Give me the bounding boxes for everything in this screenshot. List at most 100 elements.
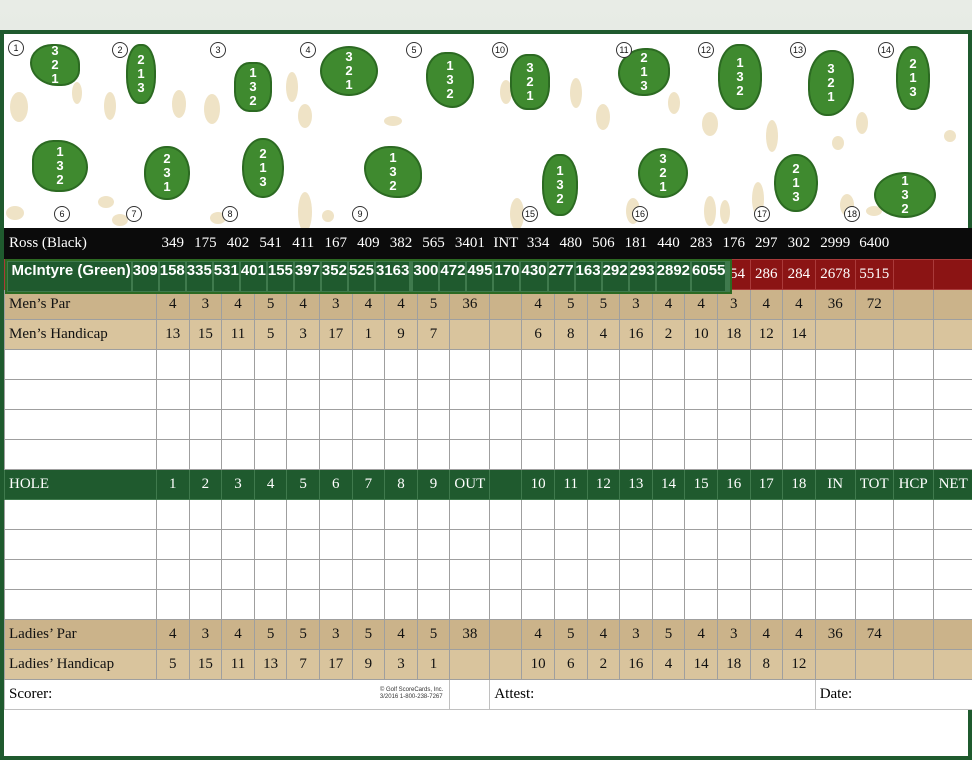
score-entry-cell[interactable]: [351, 589, 386, 620]
score-entry-cell[interactable]: [782, 499, 816, 530]
score-entry-cell[interactable]: [318, 499, 353, 530]
score-entry-cell[interactable]: [586, 349, 621, 380]
score-entry-cell[interactable]: [684, 499, 718, 530]
score-entry-cell[interactable]: [651, 529, 686, 560]
score-entry-cell[interactable]: [489, 379, 523, 410]
score-entry-cell[interactable]: [586, 589, 621, 620]
score-entry-cell[interactable]: [384, 349, 418, 380]
score-entry-cell[interactable]: [4, 499, 157, 530]
score-entry-cell[interactable]: [521, 349, 555, 380]
score-entry-cell[interactable]: [416, 439, 451, 470]
score-entry-cell[interactable]: [449, 529, 491, 560]
score-entry-cell[interactable]: [782, 559, 816, 590]
score-entry-cell[interactable]: [4, 589, 157, 620]
score-entry-cell[interactable]: [188, 409, 223, 440]
score-entry-cell[interactable]: [351, 529, 386, 560]
score-entry-cell[interactable]: [221, 409, 255, 440]
score-entry-cell[interactable]: [782, 349, 816, 380]
score-entry-cell[interactable]: [384, 559, 418, 590]
score-entry-row[interactable]: [4, 379, 972, 410]
score-entry-cell[interactable]: [318, 349, 353, 380]
score-entry-cell[interactable]: [586, 439, 621, 470]
score-entry-cell[interactable]: [489, 409, 523, 440]
scorer-field[interactable]: Scorer: © Golf ScoreCards, Inc. 3/2016 1-8…: [3, 679, 451, 710]
score-entry-cell[interactable]: [553, 589, 588, 620]
score-entry-cell[interactable]: [188, 499, 223, 530]
score-entry-cell[interactable]: [586, 499, 621, 530]
score-entry-cell[interactable]: [749, 349, 784, 380]
score-entry-cell[interactable]: [619, 499, 653, 530]
score-entry-cell[interactable]: [749, 589, 784, 620]
score-entry-cell[interactable]: [449, 409, 491, 440]
score-entry-cell[interactable]: [932, 439, 972, 470]
score-entry-cell[interactable]: [814, 409, 856, 440]
score-entry-cell[interactable]: [684, 409, 718, 440]
score-entry-cell[interactable]: [716, 379, 751, 410]
score-entry-cell[interactable]: [253, 379, 288, 410]
score-entry-cell[interactable]: [188, 349, 223, 380]
score-entry-cell[interactable]: [932, 499, 972, 530]
score-entry-cell[interactable]: [286, 349, 320, 380]
score-entry-cell[interactable]: [932, 529, 972, 560]
score-entry-cell[interactable]: [351, 499, 386, 530]
score-entry-cell[interactable]: [619, 559, 653, 590]
score-entry-cell[interactable]: [253, 589, 288, 620]
score-entry-cell[interactable]: [892, 409, 934, 440]
score-entry-cell[interactable]: [489, 559, 523, 590]
score-entry-cell[interactable]: [188, 379, 223, 410]
score-entry-cell[interactable]: [553, 559, 588, 590]
score-entry-cell[interactable]: [521, 439, 555, 470]
score-entry-cell[interactable]: [553, 439, 588, 470]
score-entry-cell[interactable]: [892, 529, 934, 560]
score-entry-cell[interactable]: [892, 499, 934, 530]
score-entry-cell[interactable]: [782, 589, 816, 620]
score-entry-cell[interactable]: [416, 559, 451, 590]
score-entry-cell[interactable]: [156, 439, 190, 470]
score-entry-cell[interactable]: [854, 439, 894, 470]
score-entry-cell[interactable]: [318, 439, 353, 470]
score-entry-cell[interactable]: [253, 439, 288, 470]
score-entry-cell[interactable]: [221, 379, 255, 410]
score-entry-cell[interactable]: [619, 589, 653, 620]
score-entry-cell[interactable]: [892, 589, 934, 620]
score-entry-cell[interactable]: [651, 349, 686, 380]
score-entry-cell[interactable]: [188, 559, 223, 590]
score-entry-cell[interactable]: [521, 559, 555, 590]
score-entry-cell[interactable]: [932, 379, 972, 410]
score-entry-cell[interactable]: [782, 379, 816, 410]
score-entry-cell[interactable]: [619, 529, 653, 560]
score-entry-cell[interactable]: [489, 589, 523, 620]
score-entry-cell[interactable]: [384, 499, 418, 530]
score-entry-cell[interactable]: [489, 529, 523, 560]
score-entry-cell[interactable]: [384, 439, 418, 470]
score-entry-cell[interactable]: [814, 379, 856, 410]
score-entry-cell[interactable]: [553, 379, 588, 410]
score-entry-cell[interactable]: [619, 379, 653, 410]
score-entry-cell[interactable]: [286, 529, 320, 560]
score-entry-cell[interactable]: [749, 379, 784, 410]
score-entry-cell[interactable]: [221, 559, 255, 590]
score-entry-cell[interactable]: [854, 559, 894, 590]
score-entry-cell[interactable]: [521, 379, 555, 410]
score-entry-cell[interactable]: [156, 499, 190, 530]
score-entry-cell[interactable]: [221, 529, 255, 560]
score-entry-cell[interactable]: [651, 439, 686, 470]
score-entry-row[interactable]: [4, 589, 972, 620]
score-entry-cell[interactable]: [449, 349, 491, 380]
score-entry-cell[interactable]: [854, 529, 894, 560]
score-entry-cell[interactable]: [892, 439, 934, 470]
score-entry-cell[interactable]: [749, 529, 784, 560]
score-entry-cell[interactable]: [286, 559, 320, 590]
score-entry-cell[interactable]: [932, 559, 972, 590]
score-entry-cell[interactable]: [854, 379, 894, 410]
score-entry-cell[interactable]: [586, 529, 621, 560]
score-entry-cell[interactable]: [782, 439, 816, 470]
score-entry-cell[interactable]: [384, 409, 418, 440]
score-entry-cell[interactable]: [684, 379, 718, 410]
score-entry-cell[interactable]: [814, 559, 856, 590]
score-entry-cell[interactable]: [384, 379, 418, 410]
score-entry-cell[interactable]: [416, 529, 451, 560]
score-entry-cell[interactable]: [286, 589, 320, 620]
score-entry-cell[interactable]: [854, 499, 894, 530]
score-entry-cell[interactable]: [384, 589, 418, 620]
